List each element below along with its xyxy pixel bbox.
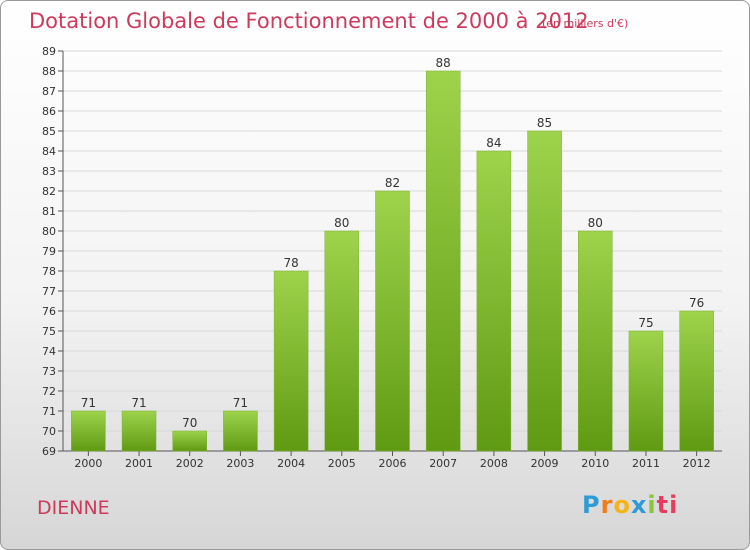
x-tick-label: 2006	[379, 457, 407, 470]
x-tick-label: 2004	[277, 457, 305, 470]
y-tick-label: 70	[42, 425, 56, 438]
bar	[172, 430, 207, 452]
y-tick-label: 83	[42, 165, 56, 178]
x-tick-label: 2003	[226, 457, 254, 470]
y-tick-label: 81	[42, 205, 56, 218]
y-tick-label: 82	[42, 185, 56, 198]
y-tick-label: 84	[42, 145, 56, 158]
y-tick-label: 85	[42, 125, 56, 138]
data-label: 88	[436, 56, 451, 70]
bar	[679, 310, 714, 452]
bar	[628, 330, 664, 452]
data-label: 75	[638, 316, 653, 330]
data-label: 70	[182, 416, 197, 430]
bar	[324, 230, 360, 452]
x-tick-label: 2009	[531, 457, 559, 470]
data-label: 80	[588, 216, 603, 230]
logo-letter: P	[582, 491, 601, 519]
y-tick-label: 76	[42, 305, 56, 318]
data-label: 71	[81, 396, 96, 410]
data-label: 82	[385, 176, 400, 190]
data-label: 78	[283, 256, 298, 270]
bar	[375, 190, 410, 452]
x-tick-label: 2012	[683, 457, 711, 470]
data-label: 71	[131, 396, 146, 410]
bar	[476, 150, 512, 452]
y-tick-label: 79	[42, 245, 56, 258]
x-tick-label: 2008	[480, 457, 508, 470]
y-tick-label: 73	[42, 365, 56, 378]
bar	[273, 270, 309, 452]
y-tick-label: 75	[42, 325, 56, 338]
bar	[71, 410, 106, 452]
data-label: 71	[233, 396, 248, 410]
data-label: 76	[689, 296, 704, 310]
y-tick-label: 72	[42, 385, 56, 398]
bar	[223, 410, 258, 452]
place-name: DIENNE	[37, 497, 110, 519]
x-tick-label: 2005	[328, 457, 356, 470]
data-label: 85	[537, 116, 552, 130]
bar	[578, 230, 613, 452]
logo-letter: x	[630, 491, 648, 519]
x-tick-label: 2001	[125, 457, 153, 470]
proxiti-logo[interactable]: Proxiti	[582, 491, 678, 519]
x-tick-label: 2007	[429, 457, 457, 470]
x-tick-label: 2000	[74, 457, 102, 470]
x-tick-label: 2002	[176, 457, 204, 470]
bars	[71, 70, 714, 452]
logo-letter: r	[600, 491, 614, 519]
data-label: 80	[334, 216, 349, 230]
logo-letter: o	[613, 491, 631, 519]
y-tick-label: 88	[42, 65, 56, 78]
x-tick-label: 2010	[581, 457, 609, 470]
logo-letter: ti	[656, 491, 679, 519]
x-tick-label: 2011	[632, 457, 660, 470]
chart-subtitle: (en milliers d'€)	[542, 17, 629, 30]
y-tick-label: 77	[42, 285, 56, 298]
bar	[121, 410, 157, 452]
data-label: 84	[486, 136, 501, 150]
y-tick-label: 87	[42, 85, 56, 98]
y-tick-label: 80	[42, 225, 56, 238]
y-tick-label: 86	[42, 105, 56, 118]
bar	[527, 130, 562, 452]
y-tick-label: 78	[42, 265, 56, 278]
y-tick-label: 74	[42, 345, 56, 358]
y-tick-label: 71	[42, 405, 56, 418]
bar	[425, 70, 461, 452]
y-tick-label: 69	[42, 445, 56, 458]
y-tick-label: 89	[42, 45, 56, 58]
labels: 69 70 71 72 73 74 75 76 77 78 79 80 81 82 83 84 85 86 87 88…	[42, 45, 711, 470]
logo-letter: i	[647, 491, 657, 519]
chart-title: Dotation Globale de Fonctionnement de 20…	[29, 9, 589, 33]
